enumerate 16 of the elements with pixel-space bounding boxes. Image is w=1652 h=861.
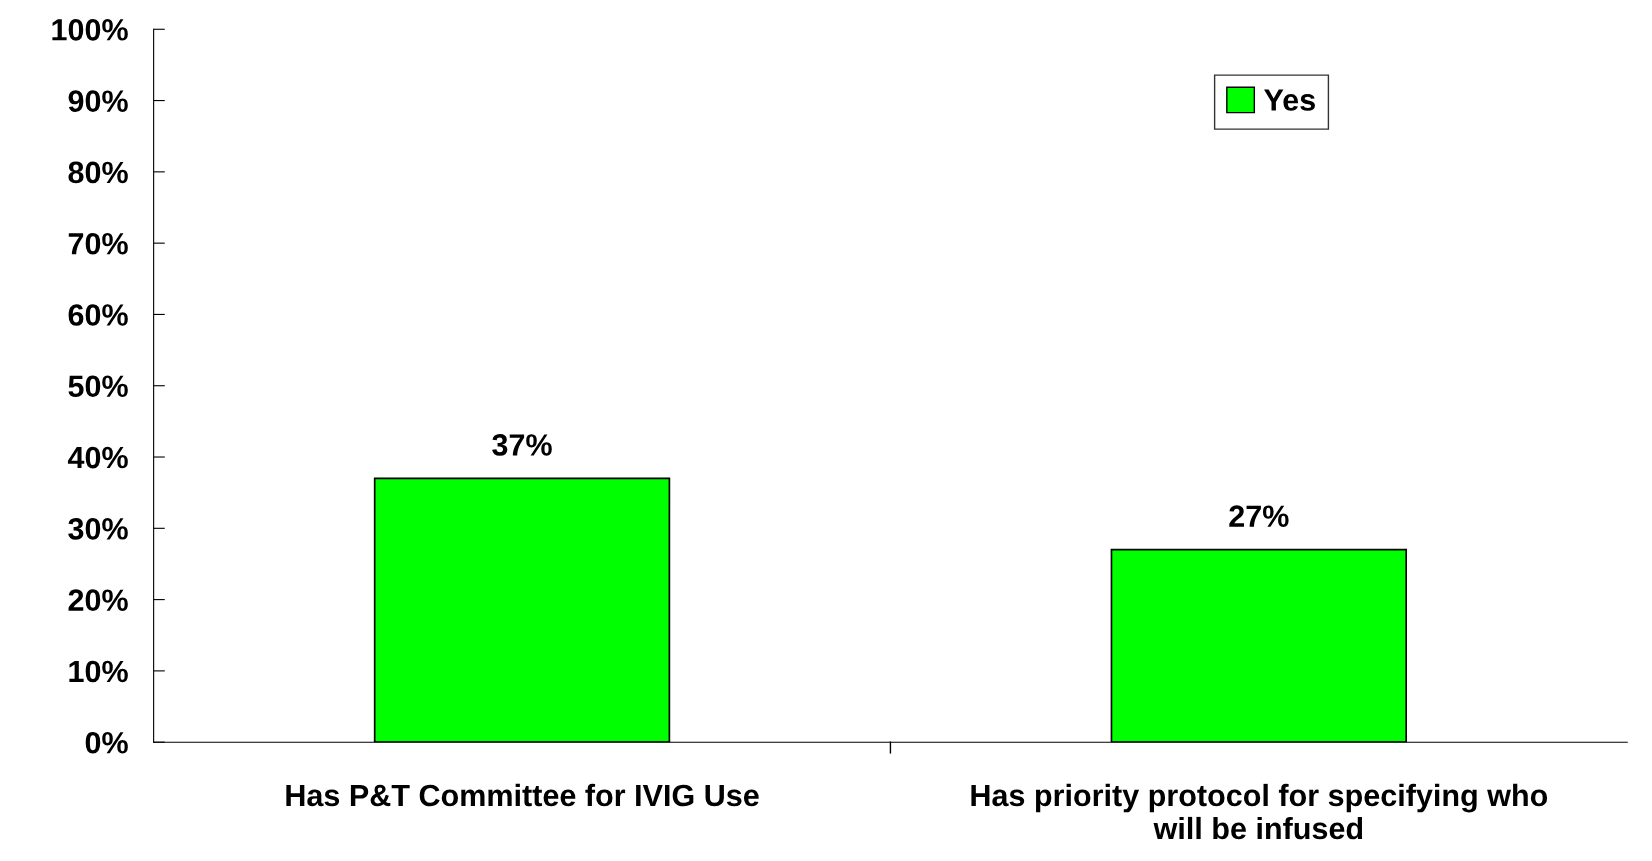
y-tick-label: 0%: [85, 731, 128, 754]
legend-label: Yes: [1264, 89, 1315, 111]
y-tick-label: 100%: [52, 19, 128, 41]
y-tick-label: 30%: [68, 518, 128, 540]
x-tick-label: Has priority protocol for specifying who will be infused: [971, 783, 1548, 840]
text: 37%: [492, 434, 552, 456]
y-tick-label: 40%: [67, 446, 128, 469]
y-tick-label: 50%: [68, 375, 128, 398]
y-tick-label: 10%: [69, 660, 128, 683]
x-tick-label: Has P&T Committee for IVIG Use: [286, 783, 759, 807]
y-tick-label: 80%: [68, 161, 128, 184]
y-tick-label: 60%: [68, 304, 128, 326]
y-tick-label: 20%: [68, 589, 128, 611]
y-tick-label: 90%: [68, 90, 128, 112]
text: 27%: [1229, 505, 1289, 527]
y-tick-label: 70%: [68, 232, 128, 255]
